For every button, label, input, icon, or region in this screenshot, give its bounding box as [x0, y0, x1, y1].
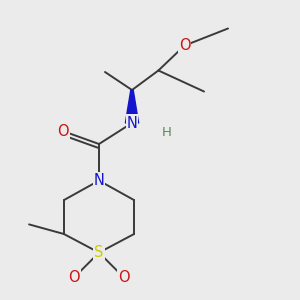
Text: O: O [118, 270, 130, 285]
Text: N: N [127, 116, 137, 130]
Text: O: O [57, 124, 69, 139]
Text: O: O [179, 38, 190, 53]
Text: N: N [94, 173, 104, 188]
Text: O: O [68, 270, 80, 285]
Text: H: H [162, 126, 172, 140]
Polygon shape [125, 90, 139, 123]
Text: S: S [94, 245, 104, 260]
